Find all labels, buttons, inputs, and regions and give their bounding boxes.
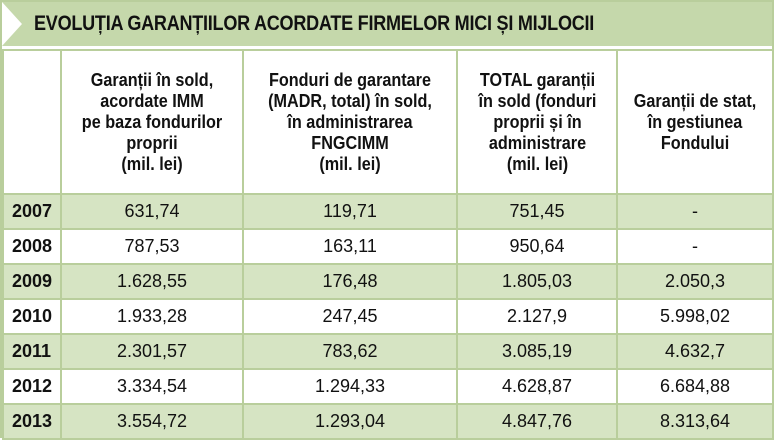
cell-madr-funds: 176,48 [242, 263, 458, 300]
header-line: FNGCIMM [311, 132, 389, 153]
cell-own-funds: 1.933,28 [60, 298, 244, 335]
table-row: 2011 2.301,57 783,62 3.085,19 4.632,7 [2, 333, 774, 370]
header-line: Fonduri de garantare [268, 69, 431, 90]
cell-madr-funds: 247,45 [242, 298, 458, 335]
header-line: în sold (fonduri [478, 90, 596, 111]
cell-madr-funds: 119,71 [242, 193, 458, 230]
title-bar: EVOLUȚIA GARANȚIILOR ACORDATE FIRMELOR M… [2, 2, 772, 46]
header-line: TOTAL garanții [479, 69, 595, 90]
cell-own-funds: 1.628,55 [60, 263, 244, 300]
table-row: 2013 3.554,72 1.293,04 4.847,76 8.313,64 [2, 403, 774, 440]
cell-own-funds: 2.301,57 [60, 333, 244, 370]
cell-state-guarantees: - [616, 228, 774, 265]
cell-madr-funds: 1.294,33 [242, 368, 458, 405]
header-total: TOTAL garanții în sold (fonduri proprii și… [456, 49, 618, 195]
header-line: Fondului [660, 132, 730, 153]
header-line: administrare [488, 132, 586, 153]
cell-total: 2.127,9 [456, 298, 618, 335]
title-arrow-icon [2, 2, 22, 46]
header-line: pe baza fondurilor [81, 111, 223, 132]
header-line: în administrarea [287, 111, 413, 132]
cell-madr-funds: 163,11 [242, 228, 458, 265]
header-madr-funds: Fonduri de garantare (MADR, total) în sol… [242, 49, 458, 195]
table-row: 2007 631,74 119,71 751,45- [2, 193, 774, 230]
cell-own-funds: 3.334,54 [60, 368, 244, 405]
cell-year: 2013 [2, 403, 62, 440]
cell-year: 2011 [2, 333, 62, 370]
header-year [2, 49, 62, 195]
cell-total: 950,64 [456, 228, 618, 265]
cell-total: 751,45 [456, 193, 618, 230]
cell-total: 4.847,76 [456, 403, 618, 440]
header-line: (mil. lei) [121, 153, 183, 174]
table-title: EVOLUȚIA GARANȚIILOR ACORDATE FIRMELOR M… [34, 12, 595, 35]
cell-state-guarantees: 2.050,3 [616, 263, 774, 300]
cell-year: 2009 [2, 263, 62, 300]
guarantees-table: Garanții în sold, acordate IMM pe baza fon… [2, 49, 774, 440]
cell-total: 4.628,87 [456, 368, 618, 405]
cell-own-funds: 631,74 [60, 193, 244, 230]
header-line: (mil. lei) [506, 153, 568, 174]
header-state-guarantees: Garanții de stat, în gestiunea Fondului [616, 49, 774, 195]
table-row: 2008 787,53 163,11 950,64- [2, 228, 774, 265]
header-line: (mil. lei) [319, 153, 381, 174]
table-header-row: Garanții în sold, acordate IMM pe baza fon… [2, 49, 774, 195]
header-own-funds: Garanții în sold, acordate IMM pe baza fon… [60, 49, 244, 195]
cell-own-funds: 3.554,72 [60, 403, 244, 440]
header-line: Garanții de stat, [633, 90, 757, 111]
table-row: 2010 1.933,28 247,45 2.127,9 5.998,02 [2, 298, 774, 335]
table-row: 2012 3.334,54 1.294,33 4.628,87 6.684,88 [2, 368, 774, 405]
cell-year: 2012 [2, 368, 62, 405]
header-line: Garanții în sold, [90, 69, 214, 90]
cell-year: 2007 [2, 193, 62, 230]
header-line: în gestiunea [647, 111, 743, 132]
cell-own-funds: 787,53 [60, 228, 244, 265]
cell-year: 2008 [2, 228, 62, 265]
header-line: proprii [126, 132, 178, 153]
cell-madr-funds: 783,62 [242, 333, 458, 370]
cell-total: 3.085,19 [456, 333, 618, 370]
cell-total: 1.805,03 [456, 263, 618, 300]
header-line: proprii și în [492, 111, 582, 132]
header-line: (MADR, total) în sold, [268, 90, 432, 111]
cell-year: 2010 [2, 298, 62, 335]
header-line: acordate IMM [100, 90, 204, 111]
cell-state-guarantees: - [616, 193, 774, 230]
cell-state-guarantees: 4.632,7 [616, 333, 774, 370]
cell-state-guarantees: 8.313,64 [616, 403, 774, 440]
cell-state-guarantees: 5.998,02 [616, 298, 774, 335]
cell-madr-funds: 1.293,04 [242, 403, 458, 440]
table-row: 2009 1.628,55 176,48 1.805,03 2.050,3 [2, 263, 774, 300]
cell-state-guarantees: 6.684,88 [616, 368, 774, 405]
